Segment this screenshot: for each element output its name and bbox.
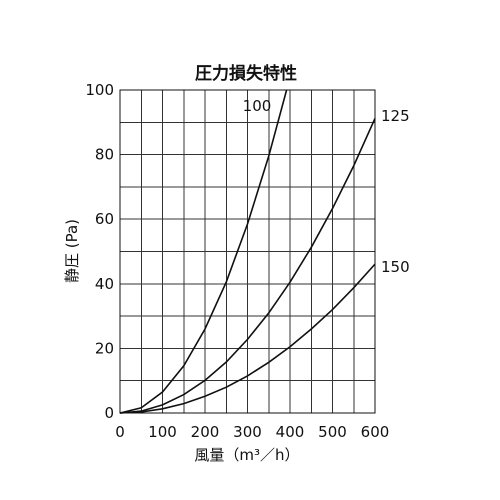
y-tick-label: 80 — [95, 146, 114, 164]
y-tick-label: 40 — [95, 275, 114, 293]
y-axis-ticks: 0 20 40 60 80 100 — [85, 81, 114, 422]
series-line-150 — [119, 263, 376, 414]
x-tick-label: 200 — [191, 423, 220, 441]
x-tick-label: 400 — [276, 423, 305, 441]
y-tick-label: 100 — [85, 81, 114, 99]
chart-title: 圧力損失特性 — [195, 63, 297, 84]
series-curves — [119, 89, 376, 414]
y-tick-label: 60 — [95, 210, 114, 228]
series-line-125 — [119, 118, 376, 414]
x-tick-label: 500 — [318, 423, 347, 441]
x-tick-label: 600 — [361, 423, 390, 441]
x-tick-label: 300 — [233, 423, 262, 441]
series-label-125: 125 — [381, 107, 410, 125]
y-tick-label: 20 — [95, 339, 114, 357]
y-axis-title: 静圧 (Pa) — [63, 219, 81, 283]
x-tick-label: 0 — [115, 423, 125, 441]
grid — [120, 90, 375, 413]
series-line-100 — [119, 89, 288, 414]
series-labels: 100 125 150 — [243, 97, 410, 276]
y-tick-label: 0 — [104, 404, 114, 422]
x-axis-ticks: 0 100 200 300 400 500 600 — [115, 423, 389, 441]
plot-frame — [119, 89, 376, 414]
x-axis-title: 風量（m³／h） — [194, 446, 299, 464]
series-label-150: 150 — [381, 258, 410, 276]
x-tick-label: 100 — [148, 423, 177, 441]
series-label-100: 100 — [243, 97, 272, 115]
